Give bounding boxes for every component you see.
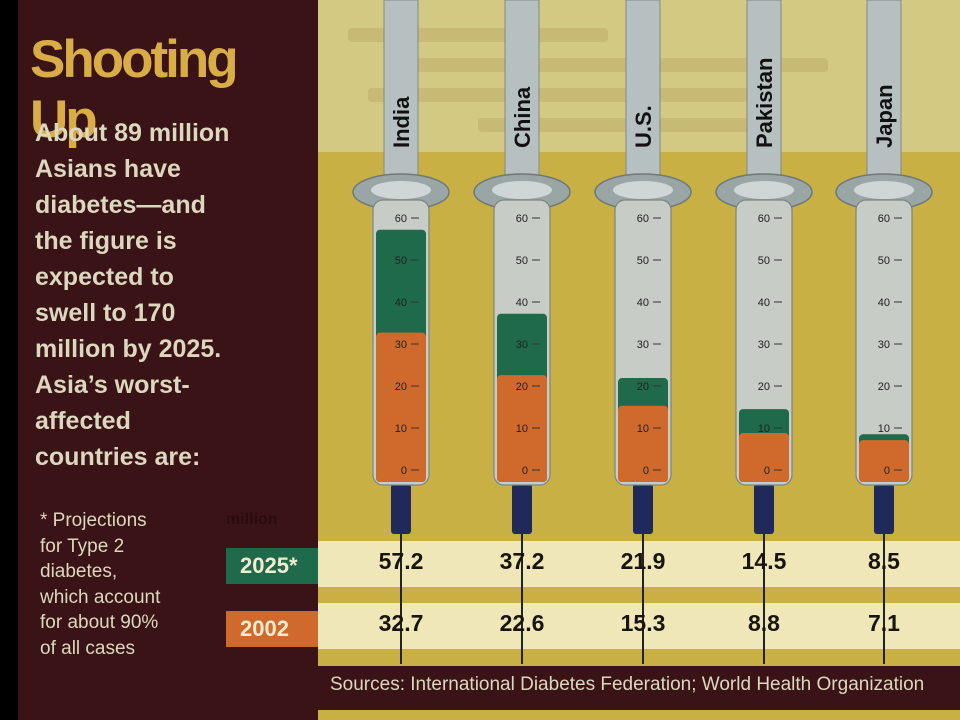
tick-label: 30	[516, 339, 528, 351]
tick-label: 30	[637, 339, 649, 351]
syringe-flange-inner	[492, 181, 552, 199]
value-label-2002: 8.8	[748, 610, 780, 636]
footnote-line: for Type 2	[40, 535, 125, 557]
footnote: * Projections for Type 2 diabetes, which ac…	[40, 508, 205, 661]
value-label-2025: 21.9	[620, 548, 666, 574]
tick-label: 20	[637, 381, 649, 393]
tick-label: 50	[637, 255, 649, 267]
category-label: U.S.	[631, 105, 656, 148]
intro-line: About 89 million	[35, 119, 230, 147]
footnote-line: which account	[40, 586, 161, 608]
tick-label: 60	[758, 213, 770, 225]
value-label-2002: 22.6	[499, 610, 545, 636]
footnote-line: of all cases	[40, 637, 136, 659]
tick-label: 20	[758, 381, 770, 393]
tick-label: 30	[395, 339, 407, 351]
needle-hub	[754, 484, 774, 534]
tick-label: 0	[764, 465, 770, 477]
needle-hub	[633, 484, 653, 534]
tick-label: 60	[516, 213, 528, 225]
intro-line: million by 2025.	[35, 335, 222, 363]
category-label: Japan	[872, 84, 897, 148]
bar-2002	[497, 375, 547, 482]
tick-label: 10	[878, 423, 890, 435]
tick-label: 10	[637, 423, 649, 435]
plunger-rod	[625, 0, 661, 186]
row-band-2025	[318, 541, 960, 587]
intro-line: Asians have	[35, 155, 181, 183]
category-label: Pakistan	[752, 58, 777, 149]
tick-label: 0	[522, 465, 528, 477]
category-label: India	[389, 96, 414, 148]
syringe-flange-inner	[854, 181, 914, 199]
needle-hub	[874, 484, 894, 534]
intro-line: swell to 170	[35, 299, 176, 327]
syringe-flange-inner	[734, 181, 794, 199]
tick-label: 60	[637, 213, 649, 225]
tick-label: 40	[758, 297, 770, 309]
tick-label: 60	[878, 213, 890, 225]
tick-label: 60	[395, 213, 407, 225]
tick-label: 50	[878, 255, 890, 267]
value-label-2025: 14.5	[741, 548, 787, 574]
tick-label: 40	[878, 297, 890, 309]
tick-label: 50	[758, 255, 770, 267]
intro-line: countries are:	[35, 443, 201, 471]
syringe-barrel	[855, 199, 913, 486]
intro-line: the figure is	[35, 227, 177, 255]
syringe-flange-inner	[371, 181, 431, 199]
value-label-2002: 15.3	[620, 610, 666, 636]
intro-line: affected	[35, 407, 131, 435]
value-label-2025: 8.5	[868, 548, 900, 574]
left-panel	[18, 0, 318, 720]
legend-2025: 2025*	[226, 548, 318, 584]
tick-label: 40	[516, 297, 528, 309]
tick-label: 10	[516, 423, 528, 435]
footnote-line: * Projections	[40, 510, 147, 531]
tick-label: 50	[516, 255, 528, 267]
value-label-2025: 57.2	[378, 548, 424, 574]
unit-label: million	[226, 511, 278, 528]
plunger-rod	[383, 0, 419, 186]
bar-2002	[618, 405, 668, 482]
tick-label: 20	[516, 381, 528, 393]
bar-2002	[859, 440, 909, 482]
tick-label: 10	[758, 423, 770, 435]
footnote-line: for about 90%	[40, 612, 159, 633]
needle-hub	[512, 484, 532, 534]
tick-label: 30	[878, 339, 890, 351]
row-band-2002	[318, 603, 960, 649]
plunger-rod	[504, 0, 540, 186]
tick-label: 20	[395, 381, 407, 393]
category-label: China	[510, 86, 535, 148]
tick-label: 40	[395, 297, 407, 309]
plunger-rod	[866, 0, 902, 186]
footnote-line: diabetes,	[40, 561, 118, 582]
intro-line: diabetes—and	[35, 191, 206, 219]
tick-label: 40	[637, 297, 649, 309]
syringe-flange-inner	[613, 181, 673, 199]
chart-title: Shooting Up	[30, 30, 239, 149]
intro-text: About 89 million Asians have diabetes—and t…	[35, 115, 305, 475]
tick-label: 30	[758, 339, 770, 351]
value-label-2002: 32.7	[378, 610, 424, 636]
value-label-2002: 7.1	[868, 610, 900, 636]
tick-label: 20	[878, 381, 890, 393]
sources-text: Sources: International Diabetes Federati…	[330, 674, 925, 695]
intro-line: expected to	[35, 263, 174, 291]
tick-label: 0	[884, 465, 890, 477]
value-label-2025: 37.2	[499, 548, 545, 574]
needle-hub	[391, 484, 411, 534]
tick-label: 50	[395, 255, 407, 267]
intro-line: Asia’s worst-	[35, 371, 190, 399]
tick-label: 0	[643, 465, 649, 477]
sources-band	[318, 666, 960, 710]
legend-2002: 2002	[226, 611, 318, 647]
bar-2002	[376, 332, 426, 482]
tick-label: 0	[401, 465, 407, 477]
tick-label: 10	[395, 423, 407, 435]
